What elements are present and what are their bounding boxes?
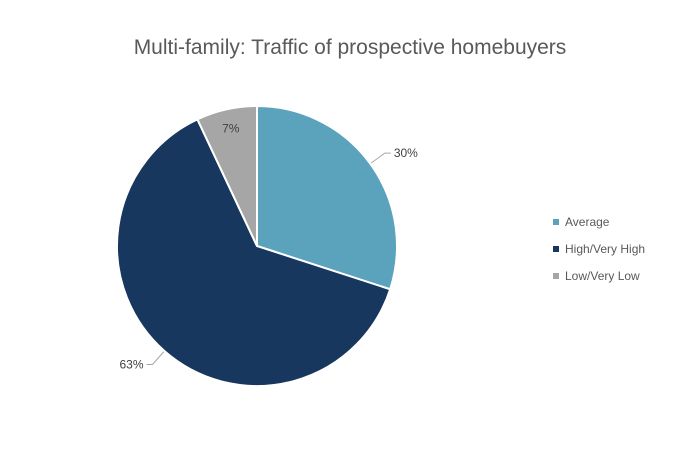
legend-label: Low/Very Low [565,268,640,283]
legend-label: Average [565,214,610,229]
data-label-1: 63% [119,358,143,372]
legend-item-low: Low/Very Low [553,262,645,289]
pie-slice-0 [256,104,398,291]
pie-slice-2 [196,104,258,247]
legend-item-high: High/Very High [553,235,645,262]
data-label-0: 30% [394,146,418,160]
legend-item-average: Average [553,208,645,235]
chart-title: Multi-family: Traffic of prospective hom… [133,36,567,59]
pie-slice-1 [116,117,392,387]
legend-label: High/Very High [565,241,646,256]
data-label-2: 7% [222,121,240,135]
legend: Average High/Very High Low/Very Low [553,208,645,289]
legend-swatch [553,272,559,279]
leader-line-0 [370,152,391,164]
legend-swatch [553,218,559,225]
leader-line-1 [146,351,165,366]
legend-swatch [553,245,559,252]
